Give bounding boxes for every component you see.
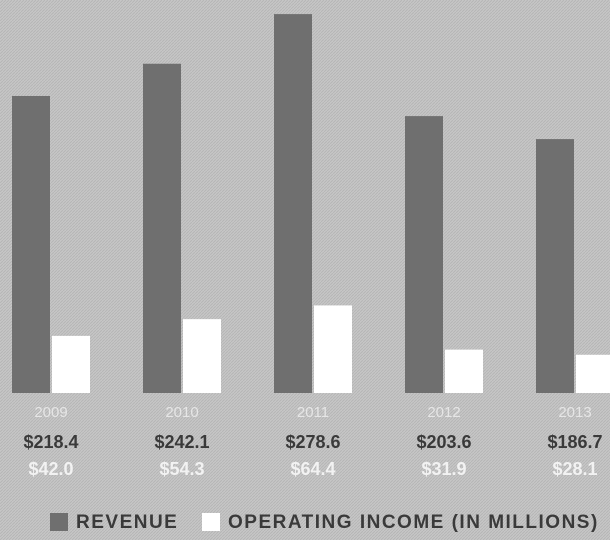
bar <box>536 139 574 393</box>
bar <box>183 319 221 393</box>
x-tick-label: 2012 <box>427 404 460 421</box>
value-label: $218.4 <box>23 432 78 452</box>
value-label: $64.4 <box>290 459 335 479</box>
value-label: $42.0 <box>28 459 73 479</box>
legend-label: OPERATING INCOME (IN MILLIONS) <box>228 512 599 533</box>
bar <box>12 95 50 393</box>
bar <box>576 354 610 393</box>
value-label: $31.9 <box>421 459 466 479</box>
value-label: $54.3 <box>159 459 204 479</box>
bar <box>314 305 352 393</box>
x-tick-label: 2009 <box>34 404 67 421</box>
legend-swatch <box>50 513 68 531</box>
bar <box>52 335 90 393</box>
value-label: $278.6 <box>285 432 340 452</box>
bar <box>143 63 181 394</box>
bar <box>445 349 483 393</box>
value-label: $242.1 <box>154 432 209 452</box>
bar <box>405 116 443 393</box>
x-tick-label: 2011 <box>297 404 329 421</box>
legend-swatch <box>202 513 220 531</box>
value-label: $28.1 <box>552 459 597 479</box>
x-tick-label: 2010 <box>165 404 198 421</box>
value-label: $186.7 <box>547 432 602 452</box>
value-label: $203.6 <box>416 432 471 452</box>
legend-label: REVENUE <box>76 512 178 533</box>
x-tick-label: 2013 <box>558 404 591 421</box>
bar <box>274 14 312 393</box>
